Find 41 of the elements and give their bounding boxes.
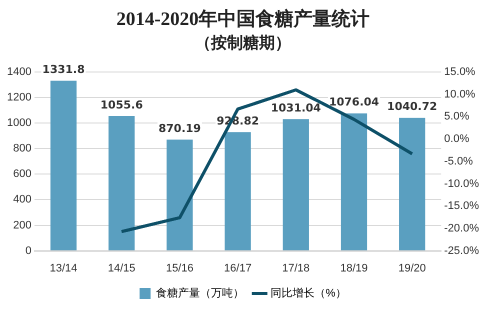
bar [340,113,368,250]
y2-tick-label: 5.0% [444,110,470,123]
y2-tick-label: 10.0% [444,88,476,100]
x-tick-label: 15/16 [166,262,194,274]
bar [224,132,251,250]
x-tick-label: 14/15 [108,262,136,274]
data-label: 1076.04 [328,96,380,109]
y-tick-label: 200 [13,219,32,232]
y2-tick-label: -5.0% [444,155,474,168]
x-tick-label: 19/20 [398,262,426,274]
legend-label: 同比增长（%） [270,286,346,300]
bar [282,119,309,250]
bar [108,116,135,250]
legend-label: 食糖产量（万吨） [156,286,244,300]
y-tick-label: 1000 [6,117,32,130]
chart-subtitle: （按制糖期） [194,32,292,54]
data-label: 1031.04 [270,101,322,114]
x-tick-label: 18/19 [340,262,368,274]
x-tick-label: 16/17 [224,262,252,274]
data-label: 1331.8 [42,63,85,76]
y-tick-label: 400 [13,194,32,206]
y-tick-label: 0 [25,244,32,257]
y-tick-label: 1200 [6,92,32,104]
chart-title: 2014-2020年中国食糖产量统计 [115,8,371,32]
y2-tick-label: -20.0% [444,222,480,234]
data-label: 870.19 [158,122,201,136]
y2-tick-label: -15.0% [444,200,480,212]
y2-tick-label: 0.0% [444,133,470,146]
x-tick-label: 17/18 [282,262,310,274]
y-tick-label: 1400 [6,66,32,78]
y2-tick-label: -25.0% [444,244,480,257]
bar [166,140,193,250]
data-label: 1055.6 [100,98,144,112]
y2-tick-label: -10.0% [444,178,480,190]
data-label: 1040.72 [387,100,438,114]
bar [50,80,77,250]
y-tick-label: 800 [13,142,32,155]
bar [399,118,426,250]
x-tick-label: 13/14 [50,262,78,274]
y2-tick-label: 15.0% [444,66,476,78]
y-tick-label: 600 [13,168,32,180]
